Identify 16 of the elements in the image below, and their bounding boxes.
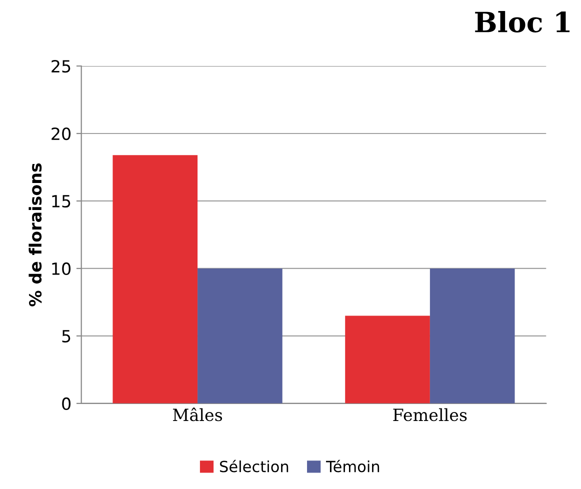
y-tick-label: 20 [52, 127, 71, 140]
y-tick-label: 15 [52, 195, 70, 208]
bar [345, 316, 430, 404]
y-tick-label: 0 [62, 397, 71, 410]
bar [430, 268, 515, 404]
chart-title: Bloc 1 [475, 11, 570, 33]
x-tick-label: Femelles [393, 408, 467, 422]
legend-label: Sélection [220, 460, 288, 472]
x-tick-label: Mâles [172, 408, 222, 422]
bar [198, 268, 282, 404]
y-tick-label: 5 [62, 330, 70, 343]
y-axis-title: % de floraisons [28, 163, 42, 306]
y-tick-label: 10 [52, 262, 71, 276]
legend-label: Témoin [326, 460, 380, 472]
y-tick-label: 25 [52, 60, 70, 73]
bar [112, 155, 198, 404]
